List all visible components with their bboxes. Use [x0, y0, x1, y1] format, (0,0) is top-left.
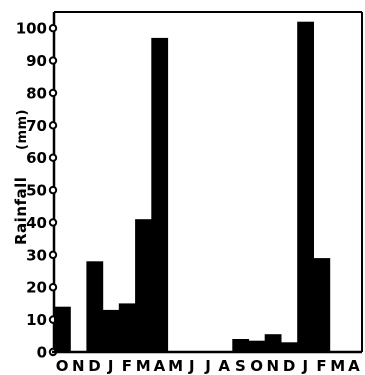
x-tick-label: D — [88, 357, 100, 375]
y-tick-label: 40 — [26, 214, 47, 232]
x-tick-label: A — [348, 357, 360, 375]
x-tick-label: M — [168, 357, 183, 375]
x-tick-label: M — [136, 357, 151, 375]
bars — [54, 21, 331, 353]
y-tick-mark — [48, 218, 58, 227]
y-tick-mark — [48, 283, 58, 292]
bar — [280, 342, 298, 352]
y-tick-label: 20 — [26, 279, 47, 297]
y-tick-label: 30 — [26, 246, 47, 264]
y-axis-title-group: Rainfall (mm) — [12, 109, 30, 245]
y-tick-label: 60 — [26, 149, 47, 167]
x-tick-label: N — [267, 357, 280, 375]
bar — [135, 219, 152, 352]
x-tick-label: F — [316, 357, 326, 375]
bar — [54, 306, 71, 352]
y-tick-label: 50 — [26, 182, 47, 200]
y-tick-label: 80 — [26, 84, 47, 102]
x-tick-label: S — [235, 357, 246, 375]
y-tick-mark — [48, 250, 58, 260]
bar — [151, 37, 169, 353]
y-tick-mark — [48, 153, 58, 162]
bar — [297, 21, 314, 352]
x-tick-label: J — [302, 357, 309, 375]
x-tick-label: J — [107, 357, 114, 375]
bar — [313, 258, 331, 352]
y-axis-unit: (mm) — [15, 109, 30, 150]
x-tick-label: O — [250, 357, 263, 375]
y-tick-mark — [48, 121, 58, 130]
bar — [264, 334, 282, 352]
x-tick-label: J — [204, 357, 211, 375]
x-tick-label: D — [283, 357, 295, 375]
y-tick-label: 10 — [26, 311, 47, 329]
bar — [102, 309, 120, 352]
x-tick-label: A — [218, 357, 230, 375]
y-tick-mark — [48, 23, 58, 33]
x-tick-label: A — [154, 357, 166, 375]
y-tick-label: 70 — [26, 117, 47, 135]
y-tick-mark — [48, 56, 58, 65]
x-tick-label: F — [122, 357, 132, 375]
y-tick-mark — [48, 88, 58, 98]
bar — [118, 303, 136, 352]
y-tick-label: 90 — [26, 52, 47, 70]
bar — [86, 261, 104, 352]
x-tick-label: O — [56, 357, 69, 375]
x-tick-label: M — [330, 357, 345, 375]
bar — [232, 339, 250, 352]
y-tick-label: 0 — [37, 344, 47, 362]
x-tick-label: J — [188, 357, 195, 375]
y-tick-label: 100 — [16, 20, 47, 38]
y-axis-title: Rainfall — [12, 177, 30, 245]
bar — [248, 340, 266, 352]
x-tick-label: N — [72, 357, 85, 375]
y-tick-mark — [48, 185, 58, 195]
